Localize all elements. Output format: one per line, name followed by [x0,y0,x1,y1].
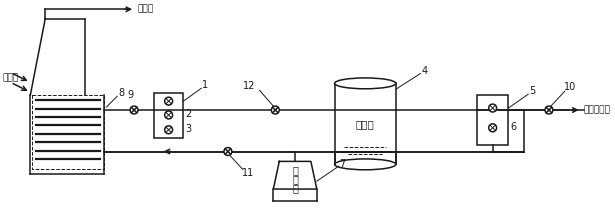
Text: 7: 7 [339,159,346,169]
Circle shape [224,148,232,155]
Text: 9: 9 [127,90,133,100]
Circle shape [489,104,496,112]
Circle shape [165,97,173,105]
Text: 却: 却 [292,174,298,184]
Circle shape [130,106,138,114]
Circle shape [489,124,496,132]
Circle shape [165,111,173,119]
Circle shape [545,106,553,114]
Text: 塔: 塔 [292,183,298,193]
Circle shape [271,106,279,114]
Text: 12: 12 [243,81,256,91]
Ellipse shape [335,159,396,170]
Circle shape [165,126,173,134]
Bar [477,95,509,145]
Text: 补水箱: 补水箱 [356,119,375,129]
Text: 冷: 冷 [292,165,298,175]
Text: 2: 2 [185,109,192,119]
Ellipse shape [335,78,396,89]
Text: 净烟气: 净烟气 [137,5,153,14]
Text: 来自除盐水: 来自除盐水 [584,106,611,114]
Bar [154,93,183,138]
Text: 6: 6 [510,122,517,132]
Text: 原烟气: 原烟气 [2,73,19,82]
Text: 5: 5 [529,86,536,96]
Text: 3: 3 [185,124,191,134]
Text: 4: 4 [421,65,427,75]
Text: 8: 8 [118,88,124,98]
Text: 10: 10 [564,82,576,92]
Bar [33,95,105,169]
Text: 11: 11 [242,168,254,178]
Text: 1: 1 [202,80,208,90]
